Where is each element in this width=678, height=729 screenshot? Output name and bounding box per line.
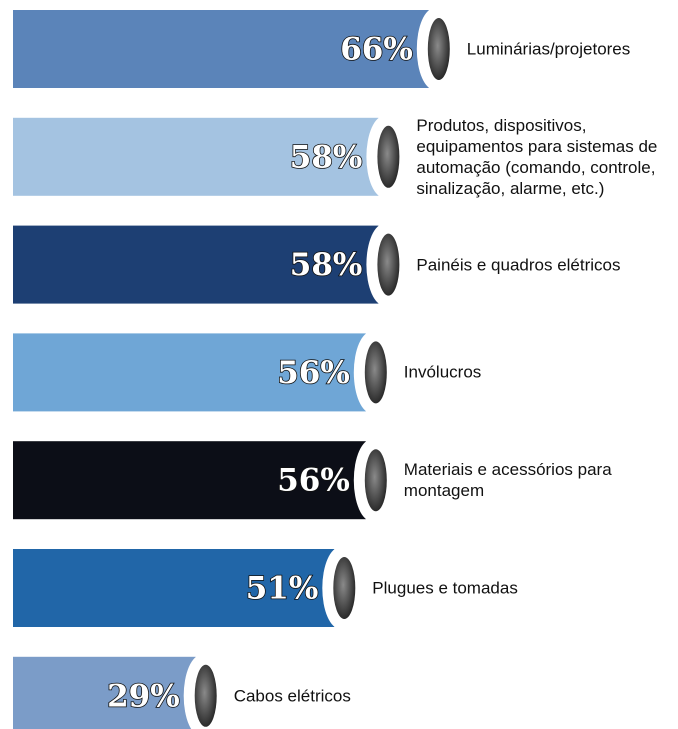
category-label: Materiais e acessórios para montagem	[403, 460, 612, 501]
bar-cap	[194, 664, 217, 727]
category-label: Cabos elétricos	[233, 686, 351, 706]
value-label: 56%	[277, 463, 350, 499]
bar	[13, 549, 335, 627]
value-label: 66%	[340, 32, 413, 68]
value-label: 51%	[246, 571, 319, 607]
category-label: Invólucros	[403, 362, 482, 382]
bar-cap	[333, 557, 356, 619]
bar	[13, 10, 429, 88]
value-label: 56%	[277, 355, 350, 391]
value-label: 29%	[107, 678, 180, 714]
category-label: Luminárias/projetores	[466, 39, 631, 59]
bar	[13, 656, 196, 729]
bar-cap	[377, 125, 400, 188]
bar	[13, 117, 379, 196]
category-label: Plugues e tomadas	[372, 578, 518, 598]
bar-cap	[427, 18, 450, 80]
bar	[13, 333, 366, 412]
bar	[13, 225, 379, 304]
bar-cap	[364, 341, 387, 404]
category-label: Produtos, dispositivos, equipamentos par…	[416, 115, 658, 198]
bar	[13, 441, 366, 520]
bar-cap	[377, 233, 400, 296]
bar-cap	[364, 449, 387, 512]
value-label: 58%	[290, 247, 363, 283]
category-label: Painéis e quadros elétricos	[416, 255, 621, 275]
value-label: 58%	[290, 139, 363, 175]
